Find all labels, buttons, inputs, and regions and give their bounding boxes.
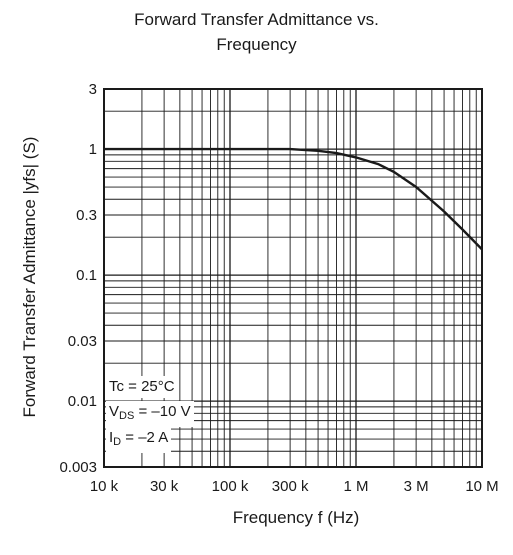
chart-title-line-2: Frequency bbox=[216, 35, 297, 54]
x-tick-label: 10 M bbox=[465, 478, 498, 495]
y-tick-label: 1 bbox=[89, 141, 97, 158]
x-tick-label: 100 k bbox=[212, 478, 249, 495]
series-line bbox=[104, 147, 483, 251]
tick-labels: 10 k 30 k 100 k 300 k 1 M 3 M 10 M 0.003 0.01 0.0… bbox=[59, 81, 498, 495]
x-tick-label: 3 M bbox=[404, 478, 429, 495]
y-tick-label: 3 bbox=[89, 81, 97, 98]
annotation-id: ID = –2 A bbox=[106, 427, 172, 453]
plot-frame bbox=[103, 88, 483, 468]
y-tick-label: 0.01 bbox=[68, 393, 97, 410]
vds-subscript: DS bbox=[119, 410, 135, 422]
id-symbol: I bbox=[109, 429, 114, 446]
chart-title-line-1: Forward Transfer Admittance vs. bbox=[134, 10, 379, 29]
x-tick-label: 300 k bbox=[272, 478, 309, 495]
vds-value: = –10 V bbox=[134, 403, 191, 420]
x-tick-label: 30 k bbox=[150, 478, 179, 495]
annotation-vds: VDS = –10 V bbox=[106, 401, 194, 427]
y-tick-label: 0.1 bbox=[76, 267, 97, 284]
id-value: = –2 A bbox=[121, 429, 169, 446]
x-tick-label: 10 k bbox=[90, 478, 119, 495]
x-axis-label: Frequency f (Hz) bbox=[232, 508, 360, 527]
y-tick-label: 0.3 bbox=[76, 207, 97, 224]
annotation-temperature: Tc = 25°C bbox=[106, 376, 178, 398]
vds-symbol: V bbox=[109, 403, 120, 420]
y-tick-label: 0.003 bbox=[59, 459, 97, 476]
x-tick-label: 1 M bbox=[343, 478, 368, 495]
y-axis-label: Forward Transfer Admittance |yfs| (S) bbox=[20, 136, 39, 418]
y-tick-label: 0.03 bbox=[68, 333, 97, 350]
id-subscript: D bbox=[113, 436, 122, 448]
